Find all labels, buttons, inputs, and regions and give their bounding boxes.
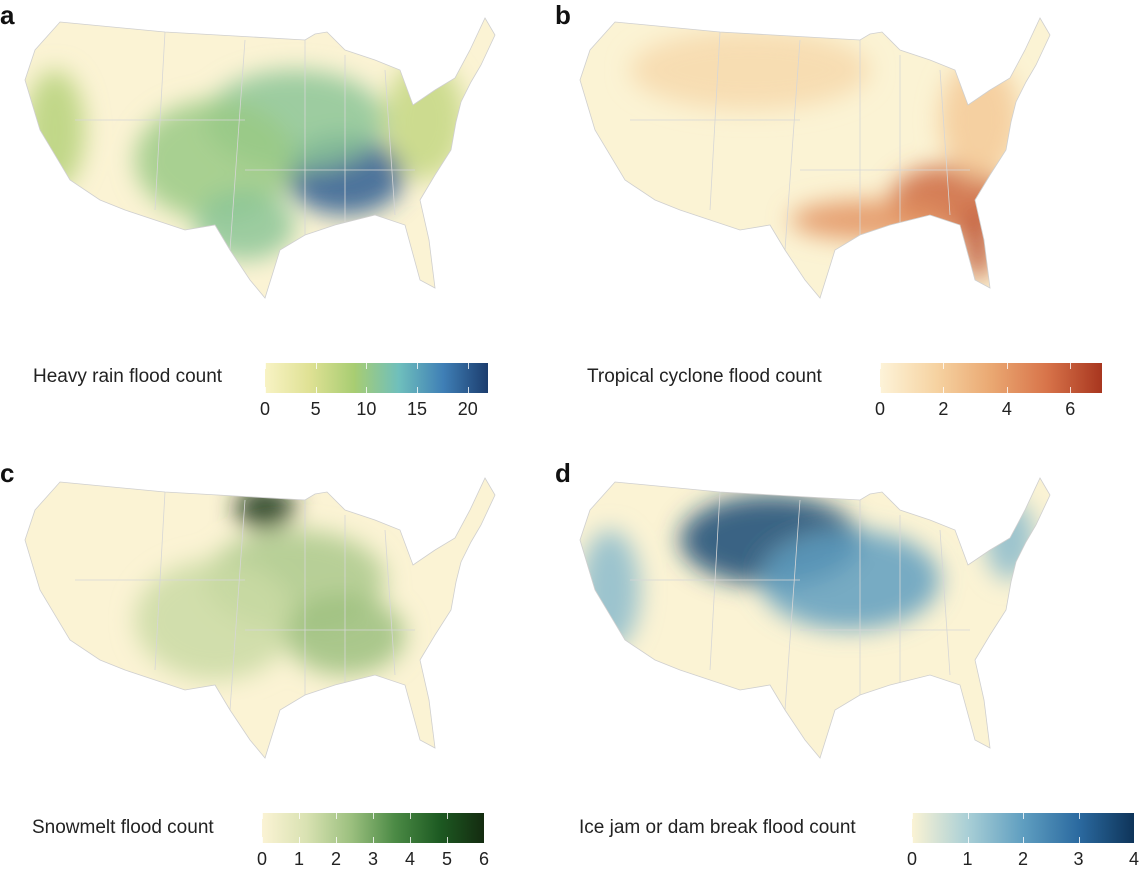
- tick-mark: [417, 363, 419, 369]
- tick-mark: [943, 363, 945, 369]
- tick-mark: [1023, 813, 1024, 819]
- region-florida: [963, 210, 993, 280]
- tick-label: 0: [259, 399, 271, 419]
- panel-letter: a: [0, 0, 15, 30]
- tick-mark: [373, 837, 374, 843]
- tick-label: 2: [330, 849, 342, 869]
- tick-mark: [417, 387, 419, 393]
- region-southeast: [890, 165, 1010, 235]
- tick-mark: [484, 813, 485, 819]
- tick-mark: [1078, 813, 1080, 819]
- tick-mark: [967, 837, 969, 843]
- tick-label: 20: [457, 399, 478, 419]
- tick-label: 4: [1001, 399, 1012, 419]
- tick-mark: [373, 813, 374, 819]
- tick-label: 3: [367, 849, 379, 869]
- us-county-map: [579, 17, 1051, 299]
- tick-label: 0: [874, 399, 886, 419]
- region-west-coast: [580, 530, 640, 650]
- tick-mark: [880, 387, 881, 393]
- tick-mark: [1070, 363, 1072, 369]
- tick-label: 6: [478, 849, 490, 869]
- region-gulf: [790, 200, 950, 240]
- tick-mark: [410, 837, 411, 843]
- legend-title: Ice jam or dam break flood count: [579, 817, 856, 838]
- tick-mark: [299, 813, 300, 819]
- color-scale-bar: [265, 363, 488, 393]
- tick-mark: [484, 837, 485, 843]
- tick-mark: [265, 363, 266, 369]
- state-borders: [75, 31, 415, 251]
- us-county-map: [579, 477, 1051, 759]
- panel-letter: c: [0, 458, 15, 488]
- region-east: [940, 60, 1020, 180]
- tick-label: 10: [356, 399, 377, 419]
- tick-label: 4: [1128, 849, 1140, 869]
- tick-label: 5: [310, 399, 321, 419]
- tick-mark: [315, 363, 317, 369]
- tick-mark: [262, 813, 263, 819]
- tick-mark: [265, 387, 266, 393]
- tick-label: 5: [441, 849, 453, 869]
- region-west-coast: [25, 70, 85, 190]
- tick-label: 3: [1073, 849, 1084, 869]
- tick-label: 1: [962, 849, 973, 869]
- tick-mark: [336, 837, 337, 843]
- region-midwest: [760, 530, 940, 630]
- tick-mark: [447, 837, 448, 843]
- tick-mark: [1078, 837, 1080, 843]
- tick-label: 1: [293, 849, 305, 869]
- tick-mark: [336, 813, 337, 819]
- tick-label: 0: [906, 849, 918, 869]
- tick-mark: [1006, 387, 1008, 393]
- tick-mark: [943, 387, 945, 393]
- tick-mark: [467, 387, 469, 393]
- state-borders: [75, 491, 415, 711]
- tick-mark: [410, 813, 411, 819]
- tick-label: 2: [938, 399, 949, 419]
- tick-label: 0: [256, 849, 268, 869]
- panel-letter: d: [555, 458, 571, 488]
- legend-title: Snowmelt flood count: [32, 817, 214, 838]
- tick-mark: [1023, 837, 1024, 843]
- tick-label: 4: [404, 849, 416, 869]
- tick-mark: [1070, 387, 1072, 393]
- tick-mark: [1134, 837, 1135, 843]
- tick-mark: [467, 363, 469, 369]
- tick-mark: [262, 837, 263, 843]
- state-borders: [630, 31, 970, 251]
- region-plains: [135, 100, 295, 220]
- region-north: [630, 30, 870, 110]
- tick-mark: [967, 813, 969, 819]
- tick-mark: [366, 387, 368, 393]
- tick-mark: [447, 813, 448, 819]
- tick-mark: [912, 837, 913, 843]
- legend-title: Heavy rain flood count: [33, 366, 223, 387]
- tick-mark: [1006, 363, 1008, 369]
- tick-mark: [366, 363, 368, 369]
- region-plains: [135, 560, 295, 680]
- tick-label: 6: [1065, 399, 1076, 419]
- state-borders: [630, 491, 970, 711]
- legend-title: Tropical cyclone flood count: [587, 366, 822, 387]
- tick-mark: [1134, 813, 1135, 819]
- region-red-river: [235, 486, 295, 530]
- tick-mark: [912, 813, 913, 819]
- tick-mark: [299, 837, 300, 843]
- region-texas: [195, 190, 295, 260]
- panel-letter: b: [555, 0, 571, 30]
- tick-mark: [315, 387, 317, 393]
- us-county-map: [24, 17, 496, 299]
- region-east: [385, 60, 465, 180]
- tick-mark: [880, 363, 881, 369]
- tick-label: 2: [1017, 849, 1029, 869]
- us-county-map: [24, 477, 496, 759]
- color-scale-bar: [880, 363, 1102, 393]
- tick-label: 15: [407, 399, 428, 419]
